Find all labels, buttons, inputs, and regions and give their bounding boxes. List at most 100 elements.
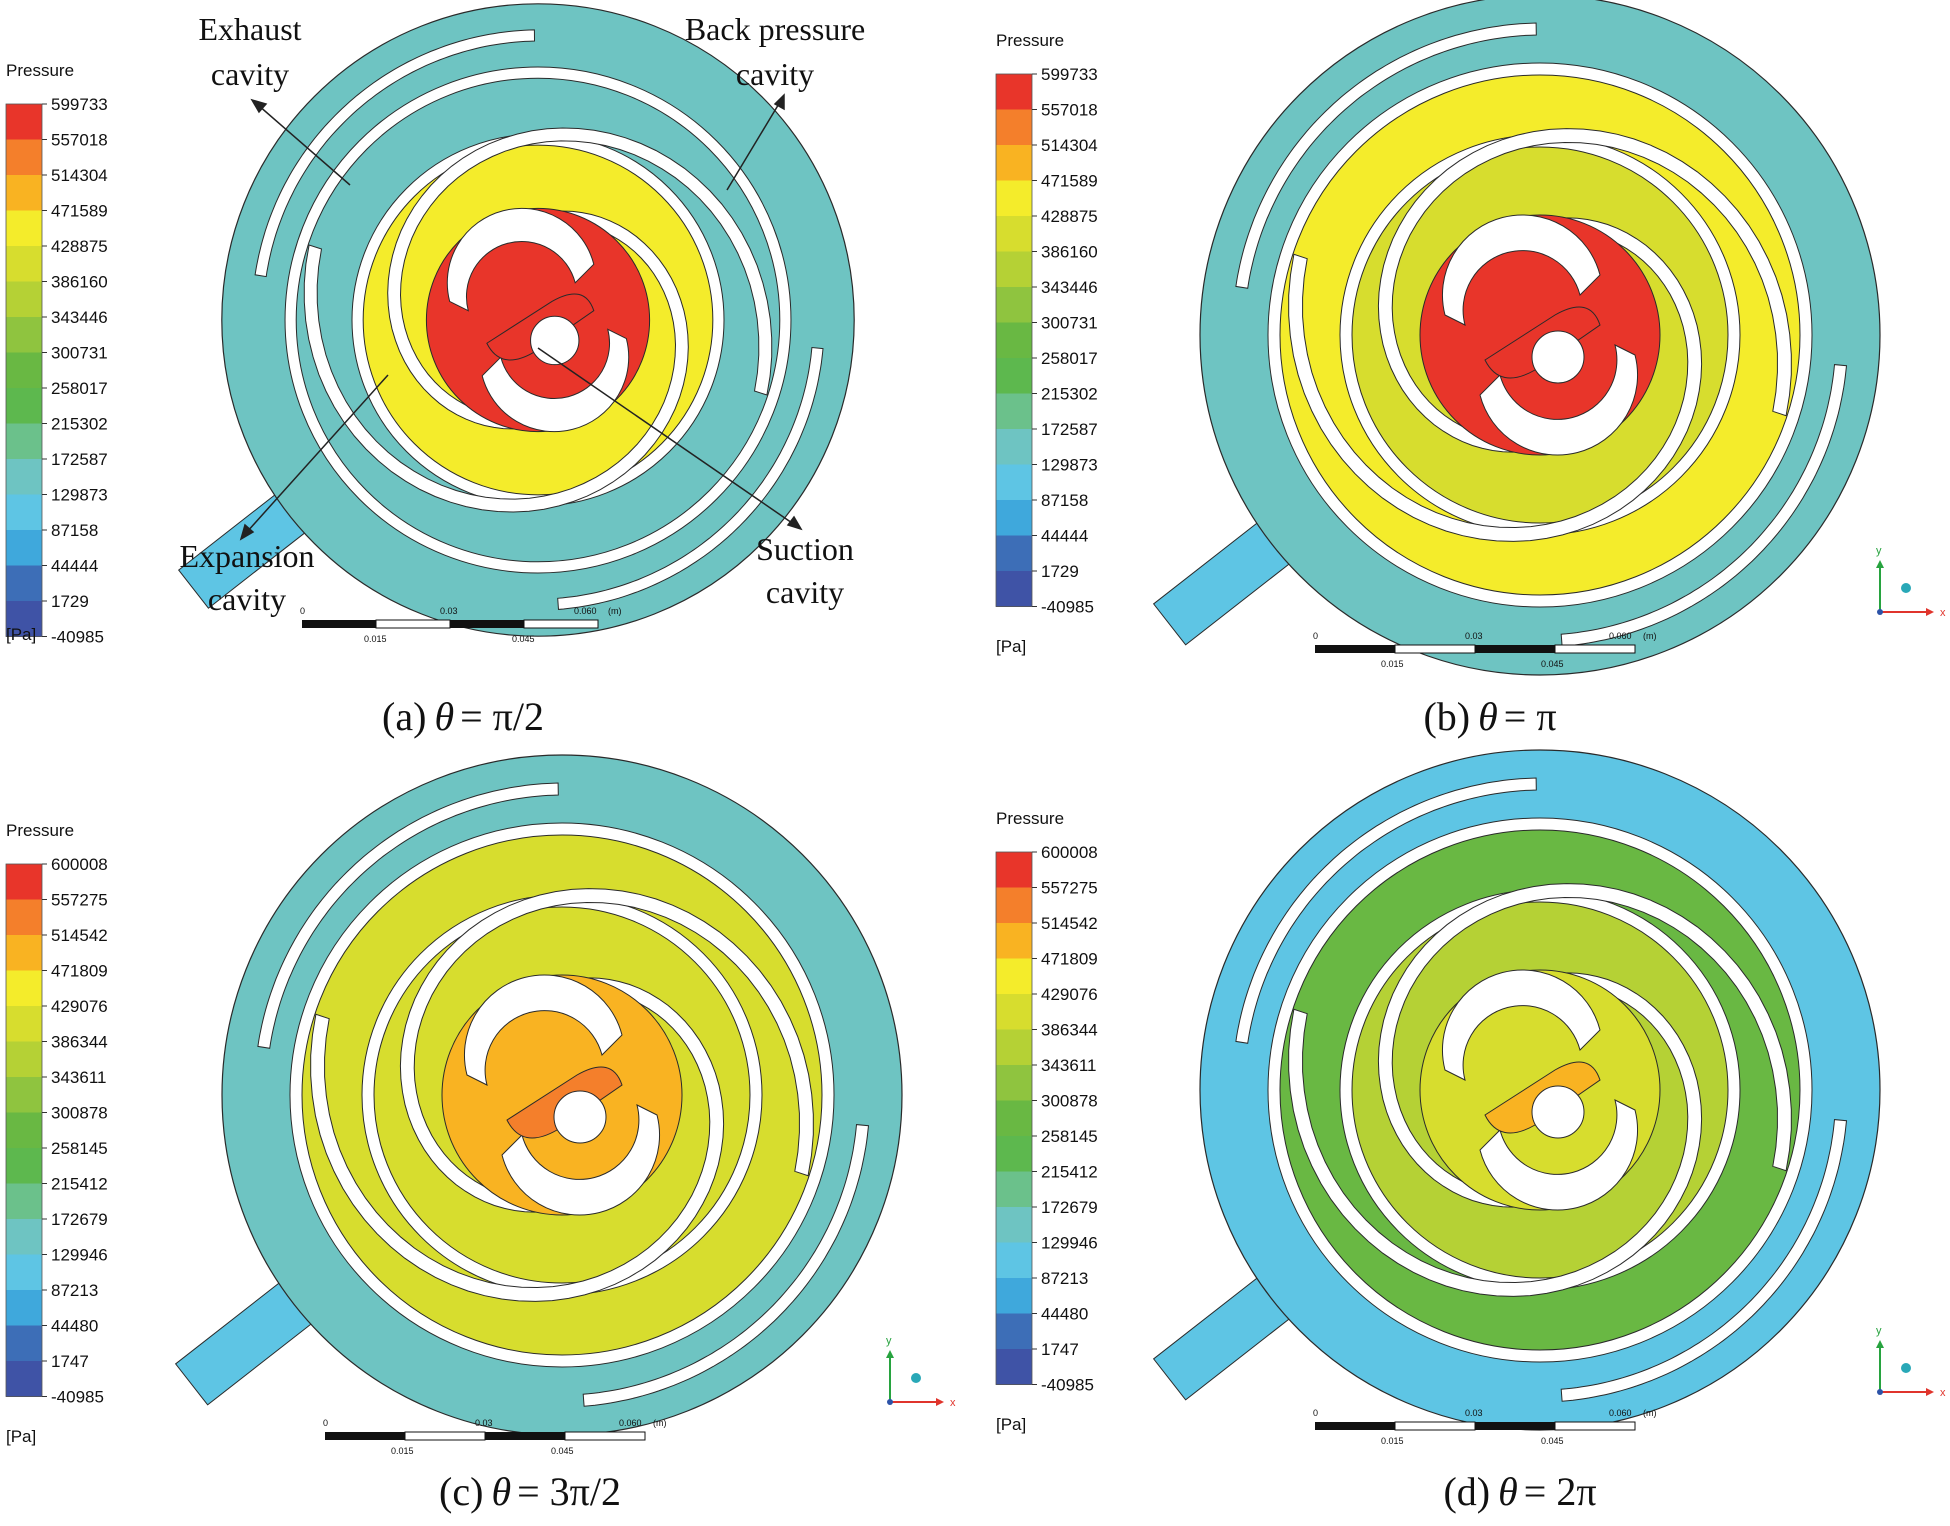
legend-value: 429076	[51, 997, 108, 1016]
legend-value: 514542	[51, 926, 108, 945]
legend-band	[996, 958, 1032, 995]
scale-unit: (m)	[653, 1418, 667, 1428]
scale-tick-003: 0.03	[440, 606, 458, 616]
legend-value: 215302	[51, 415, 108, 434]
legend-band	[6, 1325, 42, 1362]
x-axis-label: x	[1940, 607, 1946, 619]
legend-band	[996, 145, 1032, 181]
legend-band	[996, 1278, 1032, 1314]
panel-b-scroll-geometry	[1152, 0, 1881, 676]
panel-b-scale-bar: 0 0.03 0.060 (m) 0.015 0.045	[1313, 631, 1657, 669]
legend-value: 129873	[1041, 456, 1098, 475]
panel-b-axis-triad: yx	[1876, 545, 1946, 619]
legend-value: 343611	[51, 1068, 106, 1087]
legend-value: 258145	[51, 1139, 108, 1158]
outer-slot	[1235, 777, 1537, 1044]
legend-band	[6, 1112, 42, 1149]
scale-tick-0: 0	[1313, 1408, 1318, 1418]
legend-band	[6, 1361, 42, 1397]
scale-tick-006: 0.060	[574, 606, 597, 616]
legend-value: 215302	[1041, 385, 1098, 404]
scale-tick-006: 0.060	[619, 1418, 642, 1428]
legend-band	[996, 923, 1032, 959]
label-exhaust-1: Exhaust	[198, 11, 301, 47]
arrow-suction	[537, 347, 796, 526]
panel-c-scale-bar: 0 0.03 0.060 (m) 0.015 0.045	[323, 1418, 667, 1456]
inner-wrap	[1441, 214, 1601, 326]
y-axis-label: y	[1876, 1325, 1882, 1337]
legend-unit: [Pa]	[996, 1415, 1026, 1434]
scroll-wrap	[303, 210, 689, 513]
legend-value: 1747	[1041, 1340, 1079, 1359]
legend-band	[996, 216, 1032, 252]
panel-d-legend: Pressure 600008 557275 514542 471809 429076 3…	[995, 809, 1098, 1434]
legend-value: 300878	[1041, 1092, 1098, 1111]
arrow-back-pressure	[726, 101, 781, 191]
legend-band	[6, 139, 42, 176]
legend-value: 514304	[1041, 136, 1098, 155]
scale-tick-0015: 0.015	[364, 634, 387, 644]
legend-band	[6, 104, 42, 140]
legend-band	[6, 864, 42, 900]
legend-unit: [Pa]	[6, 625, 36, 644]
outer-slot	[254, 29, 536, 278]
legend-band	[6, 935, 42, 971]
legend-value: -40985	[51, 1388, 104, 1407]
legend-band	[996, 852, 1032, 888]
legend-band	[996, 1171, 1032, 1208]
legend-title: Pressure	[6, 61, 74, 80]
legend-value: 600008	[51, 855, 108, 874]
scale-unit: (m)	[608, 606, 622, 616]
legend-band	[996, 322, 1032, 359]
legend-value: 428875	[1041, 207, 1098, 226]
legend-band	[6, 1290, 42, 1326]
legend-value: 600008	[1041, 843, 1098, 862]
scale-tick-0045: 0.045	[1541, 1436, 1564, 1446]
legend-value: 1747	[51, 1352, 89, 1371]
legend-value: 557275	[51, 891, 108, 910]
panel-d-scroll-geometry	[1152, 749, 1881, 1431]
legend-value: 258017	[1041, 349, 1098, 368]
caption-a: (a) θ = π/2	[382, 694, 544, 739]
legend-value: 215412	[51, 1175, 108, 1194]
legend-value: 386344	[51, 1033, 108, 1052]
panel-d: Pressure 600008 557275 514542 471809 429076 3…	[995, 749, 1946, 1514]
legend-value: 258145	[1041, 1127, 1098, 1146]
panel-c-scroll-geometry	[174, 754, 903, 1436]
legend-value: 172587	[51, 450, 108, 469]
legend-value: 129946	[51, 1246, 108, 1265]
legend-value: 1729	[51, 592, 89, 611]
legend-band	[996, 180, 1032, 217]
legend-band	[996, 887, 1032, 924]
legend-band	[996, 358, 1032, 394]
legend-title: Pressure	[996, 31, 1064, 50]
x-axis-label: x	[950, 1397, 956, 1409]
legend-value: 129873	[51, 486, 108, 505]
panel-b-legend: Pressure 599733 557018 514304 471589 428875 3…	[995, 31, 1098, 656]
legend-band	[6, 459, 42, 495]
legend-band	[996, 1242, 1032, 1279]
scale-tick-0045: 0.045	[512, 634, 535, 644]
legend-band	[6, 281, 42, 318]
scroll-wrap	[387, 127, 773, 430]
caption-d: (d) θ = 2π	[1443, 1469, 1596, 1514]
legend-band	[996, 535, 1032, 572]
label-exhaust-2: cavity	[211, 56, 289, 92]
legend-band	[996, 1029, 1032, 1066]
legend-unit: [Pa]	[996, 637, 1026, 656]
legend-value: 300731	[1041, 314, 1098, 333]
legend-band	[996, 464, 1032, 501]
scale-tick-003: 0.03	[1465, 1408, 1483, 1418]
scale-tick-003: 0.03	[1465, 631, 1483, 641]
legend-band	[6, 601, 42, 637]
legend-value: 129946	[1041, 1234, 1098, 1253]
panel-c-legend: Pressure 600008 557275 514542 471809 429076 3…	[5, 821, 108, 1446]
panel-a-scroll-geometry	[177, 3, 855, 637]
legend-value: 87213	[51, 1281, 98, 1300]
legend-value: 471589	[51, 202, 108, 221]
legend-band	[996, 393, 1032, 430]
orbit-circle	[1531, 330, 1585, 384]
legend-value: 300731	[51, 344, 108, 363]
legend-value: 429076	[1041, 985, 1098, 1004]
legend-band	[996, 251, 1032, 288]
